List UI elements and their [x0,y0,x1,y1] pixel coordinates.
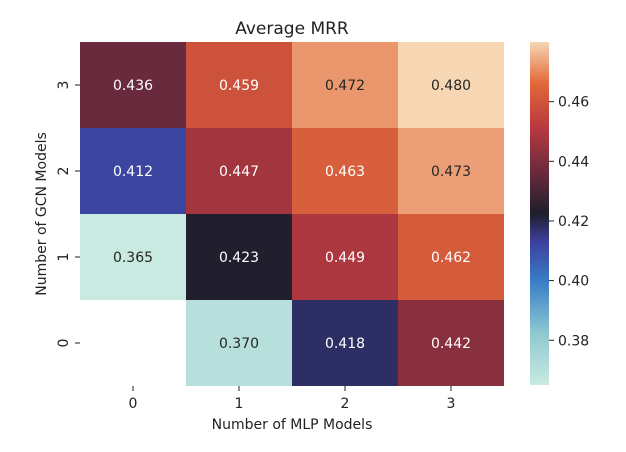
heatmap-cell-r2-c0 [80,214,186,300]
x-axis-label: Number of MLP Models [212,417,373,433]
cell-value-label-r0-c0: 0.436 [113,78,153,94]
heatmap-cells: 0.436 0.459 0.472 0.480 0.412 0.447 0.463 0.473… [80,42,504,386]
cell-value-label-r2-c0: 0.365 [113,250,153,266]
heatmap-cell-r3-c1 [186,300,292,386]
heatmap-cell-r0-c1 [186,42,292,128]
heatmap-cell-r1-c2 [292,128,398,214]
cell-value-label-r3-c3: 0.442 [431,336,471,352]
x-tick-label-2: 2 [341,396,350,412]
cell-value-label-r3-c2: 0.418 [325,336,365,352]
colorbar-tick-label-4: 0.46 [558,95,589,111]
y-axis-label: Number of GCN Models [34,132,50,296]
heatmap-cell-r0-c3 [398,42,504,128]
heatmap-cell-r1-c0 [80,128,186,214]
cell-value-label-r1-c2: 0.463 [325,164,365,180]
y-tick-label-3: 0 [56,339,72,348]
y-tick-label-2: 1 [56,253,72,262]
colorbar-tick-label-3: 0.44 [558,154,589,170]
cell-value-label-r0-c2: 0.472 [325,78,365,94]
x-axis-ticks: 0 1 2 3 [129,386,456,412]
cell-value-label-r0-c3: 0.480 [431,78,471,94]
cell-value-label-r1-c0: 0.412 [113,164,153,180]
colorbar-tick-label-2: 0.42 [558,214,589,230]
x-tick-label-3: 3 [447,396,456,412]
y-axis-ticks: 3 2 1 0 [56,81,80,348]
heatmap-cell-r3-c3 [398,300,504,386]
y-tick-label-0: 3 [56,81,72,90]
cell-value-label-r3-c1: 0.370 [219,336,259,352]
cell-value-label-r2-c1: 0.423 [219,250,259,266]
cell-value-label-r2-c2: 0.449 [325,250,365,266]
x-tick-label-1: 1 [235,396,244,412]
heatmap-cell-r1-c3 [398,128,504,214]
heatmap-cell-r0-c0 [80,42,186,128]
colorbar-tick-label-1: 0.40 [558,274,589,290]
cell-value-label-r1-c1: 0.447 [219,164,259,180]
cell-value-label-r1-c3: 0.473 [431,164,471,180]
colorbar [530,42,549,385]
heatmap-cell-r0-c2 [292,42,398,128]
heatmap-cell-r3-c2 [292,300,398,386]
colorbar-tick-label-0: 0.38 [558,333,589,349]
cell-value-label-r2-c3: 0.462 [431,250,471,266]
cell-value-label-r0-c1: 0.459 [219,78,259,94]
x-tick-label-0: 0 [129,396,138,412]
y-tick-label-1: 2 [56,167,72,176]
heatmap-cell-r2-c2 [292,214,398,300]
colorbar-ticks: 0.38 0.40 0.42 0.44 0.46 [549,95,589,349]
heatmap-cell-r1-c1 [186,128,292,214]
heatmap-cell-r2-c1 [186,214,292,300]
heatmap-cell-r2-c3 [398,214,504,300]
chart-title: Average MRR [235,19,349,39]
